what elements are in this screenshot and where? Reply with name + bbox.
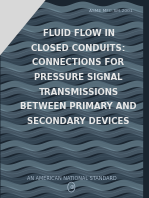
Text: BETWEEN PRIMARY AND: BETWEEN PRIMARY AND bbox=[20, 102, 137, 111]
Text: ASME MFC-8M-2001: ASME MFC-8M-2001 bbox=[89, 9, 133, 13]
Text: CLOSED CONDUITS:: CLOSED CONDUITS: bbox=[31, 44, 126, 53]
Polygon shape bbox=[0, 0, 46, 55]
Text: CONNECTIONS FOR: CONNECTIONS FOR bbox=[32, 58, 125, 68]
Text: AN AMERICAN NATIONAL STANDARD: AN AMERICAN NATIONAL STANDARD bbox=[27, 176, 116, 181]
Text: FLUID FLOW IN: FLUID FLOW IN bbox=[42, 29, 114, 38]
Text: SECONDARY DEVICES: SECONDARY DEVICES bbox=[27, 117, 130, 126]
Text: ⊕: ⊕ bbox=[69, 185, 74, 190]
Text: TRANSMISSIONS: TRANSMISSIONS bbox=[38, 88, 118, 97]
Text: PRESSURE SIGNAL: PRESSURE SIGNAL bbox=[34, 73, 123, 82]
